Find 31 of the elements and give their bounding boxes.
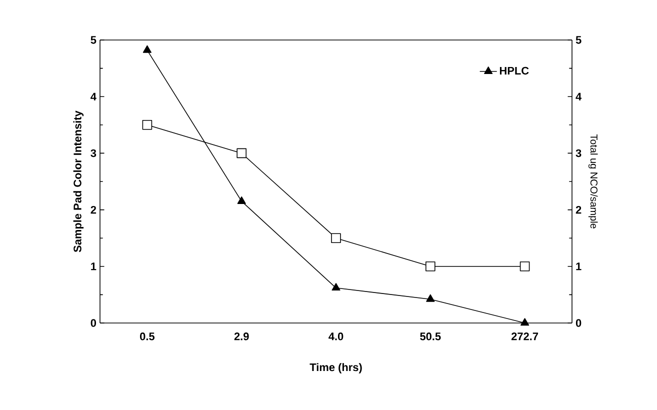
y2-tick-label: 4: [576, 92, 582, 100]
point: [142, 45, 152, 53]
x-tick-label: 4.0: [328, 332, 344, 340]
point: [331, 233, 341, 243]
y2-tick-label: 5: [576, 36, 582, 44]
point: [142, 120, 152, 130]
y-tick-label: 3: [90, 149, 96, 158]
y-tick-label: 5: [90, 36, 96, 44]
y2-tick-label: 2: [576, 206, 582, 214]
point: [520, 318, 530, 326]
point: [426, 262, 436, 272]
y2-tick-label: 1: [576, 262, 582, 270]
y2-tick-label: 0: [576, 319, 582, 327]
point: [237, 196, 246, 204]
legend-label: HPLC: [500, 66, 529, 75]
x-tick-label: 0.5: [140, 332, 155, 340]
y-tick-label: 2: [90, 206, 96, 214]
x-tick-label: 50.5: [420, 332, 441, 340]
x-axis-title: Time (hrs): [310, 363, 362, 374]
point: [332, 283, 340, 291]
y2-axis-title: Total ug NCO/sample: [588, 134, 598, 228]
x-tick-label: 272.7: [511, 332, 538, 340]
point: [520, 262, 530, 272]
x-tick-label: 2.9: [234, 332, 249, 340]
point: [236, 148, 246, 158]
y-tick-label: 0: [90, 319, 96, 327]
y2-tick-label: 3: [576, 149, 582, 158]
y-tick-label: 4: [90, 92, 96, 100]
y-axis-title: Sample Pad Color Intensity: [73, 110, 84, 252]
point: [426, 294, 435, 302]
y-tick-label: 1: [91, 262, 96, 270]
